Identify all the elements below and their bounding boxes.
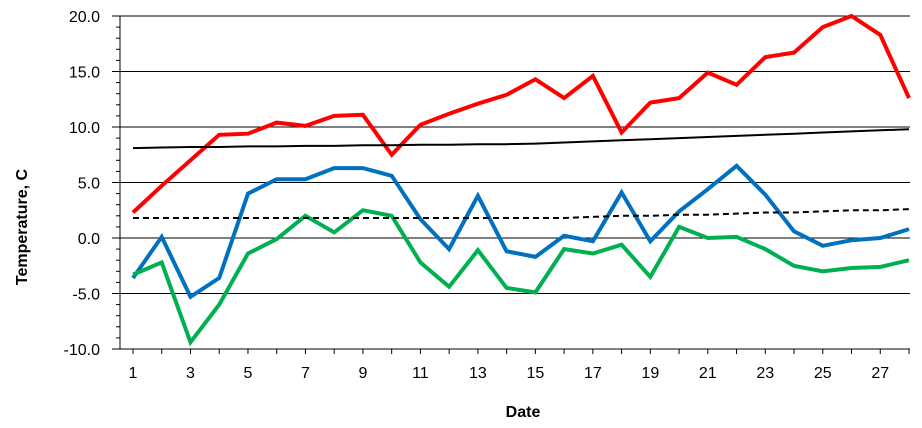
x-tick-label: 21	[699, 365, 717, 382]
x-tick-label: 7	[301, 365, 310, 382]
x-tick-label: 5	[244, 365, 253, 382]
series-line-3	[132, 208, 910, 347]
x-tick-label: 1	[129, 365, 138, 382]
x-tick-label: 23	[756, 365, 774, 382]
series-line-1	[131, 13, 911, 214]
y-axis-title: Temperature, C	[14, 168, 31, 285]
series-line-2	[131, 163, 910, 300]
series-lines	[131, 13, 911, 347]
x-tick-label: 9	[358, 365, 367, 382]
y-tick-label: 0.0	[78, 231, 100, 248]
series-line-4	[132, 128, 910, 150]
y-tick-label: 15.0	[69, 65, 100, 82]
series-line-5	[133, 208, 910, 219]
x-axis-title: Date	[506, 404, 541, 421]
x-tick-label: 15	[526, 365, 544, 382]
x-tick-label: 11	[412, 365, 429, 382]
x-tick-label: 25	[814, 365, 832, 382]
x-tick-label: 17	[584, 365, 602, 382]
tick-labels: -10.0-5.00.05.010.015.020.01 3 5 7 9 11 13 15 17…	[64, 9, 890, 382]
x-tick-label: 27	[871, 365, 889, 382]
x-tick-label: 13	[469, 365, 487, 382]
gridlines	[120, 15, 910, 350]
x-tick-label: 19	[641, 365, 659, 382]
y-tick-label: -5.0	[72, 287, 100, 304]
y-tick-label: 10.0	[69, 120, 100, 137]
y-tick-label: -10.0	[64, 342, 101, 359]
axes	[112, 15, 910, 354]
y-tick-label: 5.0	[78, 176, 100, 193]
x-tick-label: 3	[186, 365, 195, 382]
y-tick-label: 20.0	[69, 9, 100, 26]
